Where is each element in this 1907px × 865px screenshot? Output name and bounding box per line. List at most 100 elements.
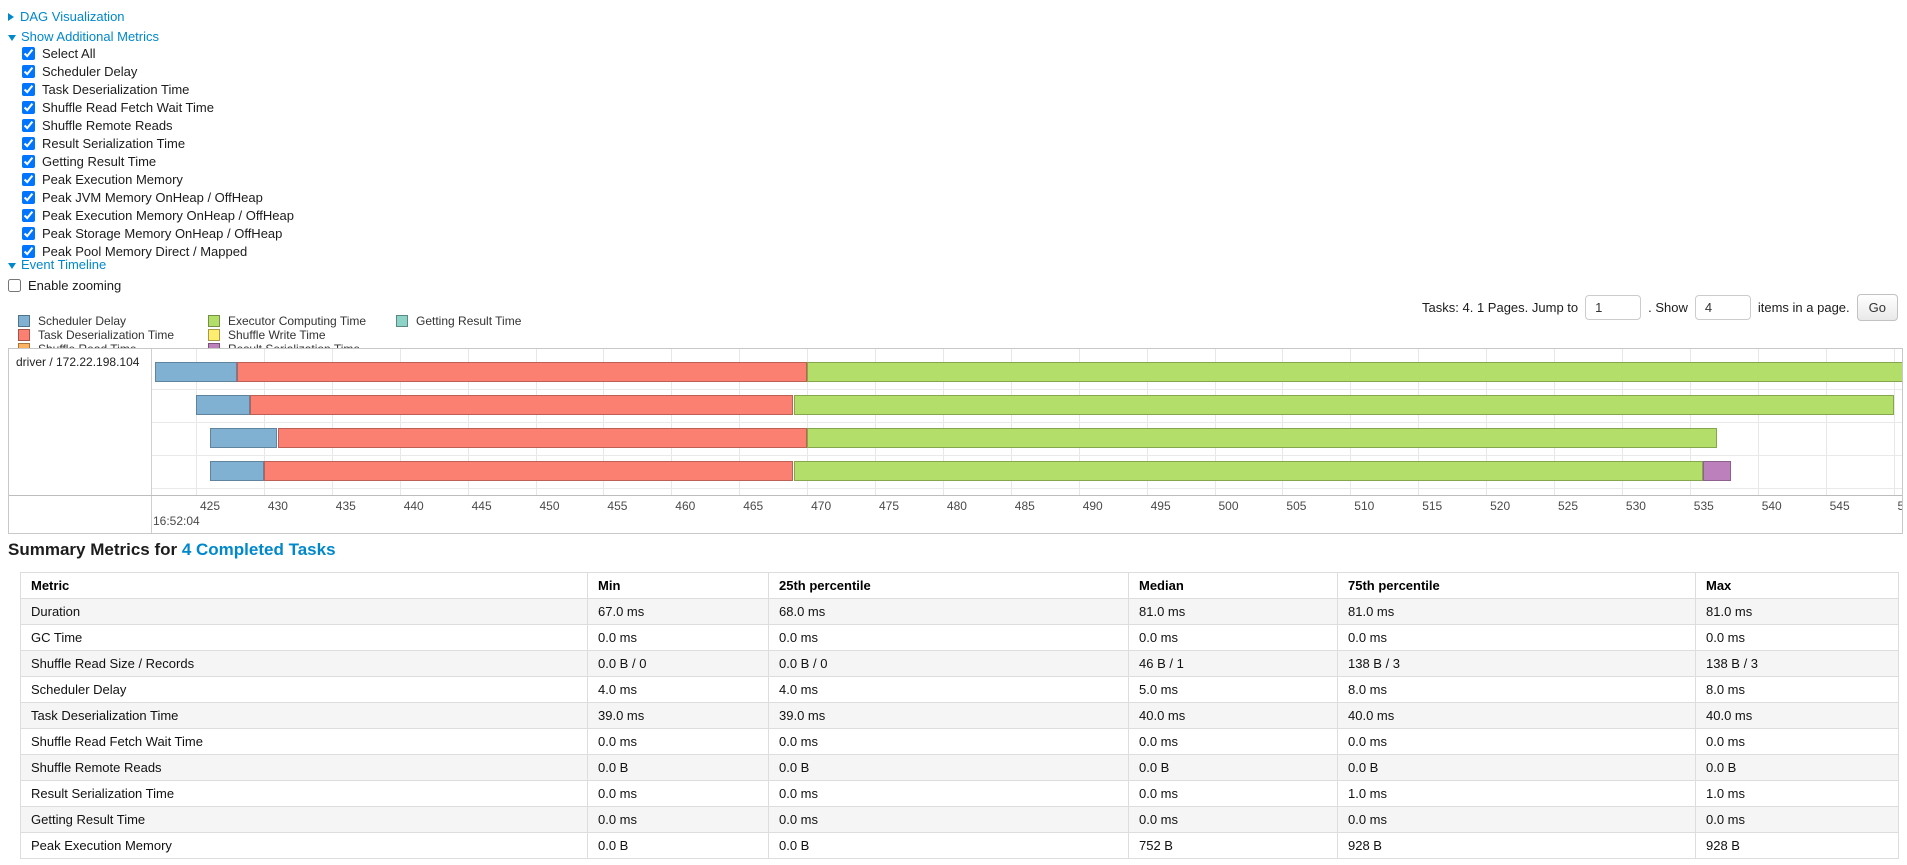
metric-value-cell: 0.0 ms: [587, 780, 769, 807]
additional-metric-checkbox[interactable]: [22, 118, 35, 132]
additional-metric-label: Shuffle Remote Reads: [42, 117, 173, 133]
additional-metric-option[interactable]: Scheduler Delay: [22, 62, 294, 80]
legend-swatch-icon: [208, 314, 220, 327]
additional-metric-option[interactable]: Task Deserialization Time: [22, 80, 294, 98]
metric-value-cell: 0.0 ms: [1128, 728, 1338, 755]
go-button[interactable]: Go: [1856, 294, 1898, 321]
metric-name-cell: Scheduler Delay: [20, 676, 588, 703]
summary-column-header: Min: [587, 572, 769, 599]
metric-value-cell: 40.0 ms: [1128, 702, 1338, 729]
timeline-task-segment[interactable]: [263, 461, 794, 481]
axis-tick-label: 450: [539, 499, 560, 513]
additional-metric-option[interactable]: Shuffle Read Fetch Wait Time: [22, 98, 294, 116]
metric-name-cell: Shuffle Remote Reads: [20, 754, 588, 781]
additional-metric-checkbox[interactable]: [22, 64, 35, 78]
axis-tick-label: 485: [1014, 499, 1035, 513]
legend-column: Getting Result Time: [396, 314, 521, 328]
timeline-task-segment[interactable]: [807, 428, 1717, 448]
additional-metric-checkbox[interactable]: [22, 244, 35, 258]
summary-table-row: Result Serialization Time 0.0 ms 0.0 ms 0.0…: [20, 780, 1899, 807]
additional-metric-option[interactable]: Peak Execution Memory OnHeap / OffHeap: [22, 206, 294, 224]
metric-value-cell: 0.0 B: [1695, 754, 1899, 781]
additional-metric-option[interactable]: Peak Execution Memory: [22, 170, 294, 188]
legend-label: Scheduler Delay: [38, 313, 127, 328]
additional-metric-label: Peak Execution Memory: [42, 171, 183, 187]
metric-value-cell: 0.0 ms: [1337, 624, 1696, 651]
metric-value-cell: 68.0 ms: [768, 598, 1129, 625]
additional-metric-option[interactable]: Getting Result Time: [22, 152, 294, 170]
additional-metric-option[interactable]: Peak Pool Memory Direct / Mapped: [22, 242, 294, 260]
timeline-label-column-divider: [151, 349, 152, 533]
metric-value-cell: 928 B: [1695, 832, 1899, 859]
additional-metric-option[interactable]: Result Serialization Time: [22, 134, 294, 152]
metric-value-cell: 40.0 ms: [1695, 702, 1899, 729]
timeline-task-segment[interactable]: [250, 395, 794, 415]
axis-tick-label: 530: [1625, 499, 1646, 513]
timeline-task-segment[interactable]: [793, 395, 1894, 415]
metric-name-cell: Duration: [20, 598, 588, 625]
additional-metric-checkbox[interactable]: [22, 100, 35, 114]
timeline-task-segment[interactable]: [277, 428, 808, 448]
axis-tick-label: 520: [1490, 499, 1511, 513]
additional-metric-checkbox[interactable]: [22, 136, 35, 150]
enable-zooming-control[interactable]: Enable zooming: [8, 278, 121, 293]
timeline-task-segment[interactable]: [793, 461, 1704, 481]
timeline-task-segment[interactable]: [209, 461, 264, 481]
timeline-task-segment[interactable]: [807, 362, 1902, 382]
additional-metric-label: Shuffle Read Fetch Wait Time: [42, 99, 214, 115]
axis-tick-label: 540: [1761, 499, 1782, 513]
additional-metric-option[interactable]: Select All: [22, 44, 294, 62]
event-timeline-toggle[interactable]: Event Timeline: [8, 256, 106, 273]
collapsed-arrow-icon: [8, 12, 14, 21]
metric-value-cell: 0.0 B: [1337, 754, 1696, 781]
timeline-task-segment[interactable]: [209, 428, 278, 448]
additional-metric-label: Select All: [42, 45, 96, 61]
additional-metric-checkbox[interactable]: [22, 226, 35, 240]
additional-metric-option[interactable]: Peak JVM Memory OnHeap / OffHeap: [22, 188, 294, 206]
task-pagination: Tasks: 4. 1 Pages. Jump to . Show items …: [1422, 294, 1898, 321]
metric-value-cell: 0.0 B: [1128, 754, 1338, 781]
metric-value-cell: 0.0 ms: [1128, 624, 1338, 651]
enable-zooming-label: Enable zooming: [28, 278, 122, 293]
additional-metric-checkbox[interactable]: [22, 154, 35, 168]
metric-value-cell: 40.0 ms: [1337, 702, 1696, 729]
timeline-row-separator: [151, 487, 1902, 489]
additional-metric-checkbox[interactable]: [22, 190, 35, 204]
show-additional-metrics-toggle[interactable]: Show Additional Metrics: [8, 28, 159, 45]
dag-visualization-toggle[interactable]: DAG Visualization: [8, 8, 125, 25]
additional-metric-label: Result Serialization Time: [42, 135, 186, 151]
metric-value-cell: 0.0 ms: [1128, 806, 1338, 833]
summary-table-row: Duration 67.0 ms 68.0 ms 81.0 ms 81.0 ms 81.0…: [20, 598, 1899, 625]
summary-header-row: Metric Min 25th percentile Median 75th perce…: [20, 572, 1899, 599]
metric-value-cell: 0.0 B: [768, 832, 1129, 859]
completed-tasks-link[interactable]: 4 Completed Tasks: [181, 540, 336, 559]
timeline-task-segment[interactable]: [1703, 461, 1731, 481]
metric-value-cell: 0.0 ms: [1337, 728, 1696, 755]
timeline-task-segment[interactable]: [236, 362, 808, 382]
additional-metric-option[interactable]: Peak Storage Memory OnHeap / OffHeap: [22, 224, 294, 242]
legend-label: Shuffle Write Time: [228, 327, 326, 342]
metric-value-cell: 81.0 ms: [1695, 598, 1899, 625]
additional-metric-checkbox[interactable]: [22, 208, 35, 222]
additional-metric-label: Peak JVM Memory OnHeap / OffHeap: [42, 189, 263, 205]
items-per-page-input[interactable]: [1694, 295, 1751, 320]
executor-row-label: driver / 172.22.198.104: [16, 355, 140, 369]
metric-name-cell: Getting Result Time: [20, 806, 588, 833]
metric-value-cell: 0.0 ms: [1695, 806, 1899, 833]
summary-table-row: Shuffle Read Size / Records 0.0 B / 0 0.0 …: [20, 650, 1899, 677]
jump-to-page-input[interactable]: [1585, 295, 1642, 320]
metric-value-cell: 0.0 ms: [1695, 624, 1899, 651]
metric-value-cell: 0.0 ms: [587, 806, 769, 833]
additional-metric-checkbox[interactable]: [22, 46, 35, 60]
summary-table-row: Shuffle Remote Reads 0.0 B 0.0 B 0.0 B 0.0 B…: [20, 754, 1899, 781]
axis-tick-label: 500: [1218, 499, 1239, 513]
timeline-task-segment[interactable]: [155, 362, 237, 382]
metric-value-cell: 0.0 ms: [768, 728, 1129, 755]
timeline-task-segment[interactable]: [196, 395, 251, 415]
additional-metric-option[interactable]: Shuffle Remote Reads: [22, 116, 294, 134]
metric-name-cell: GC Time: [20, 624, 588, 651]
additional-metric-checkbox[interactable]: [22, 172, 35, 186]
metric-name-cell: Shuffle Read Size / Records: [20, 650, 588, 677]
enable-zooming-checkbox[interactable]: [8, 279, 21, 292]
additional-metric-checkbox[interactable]: [22, 82, 35, 96]
